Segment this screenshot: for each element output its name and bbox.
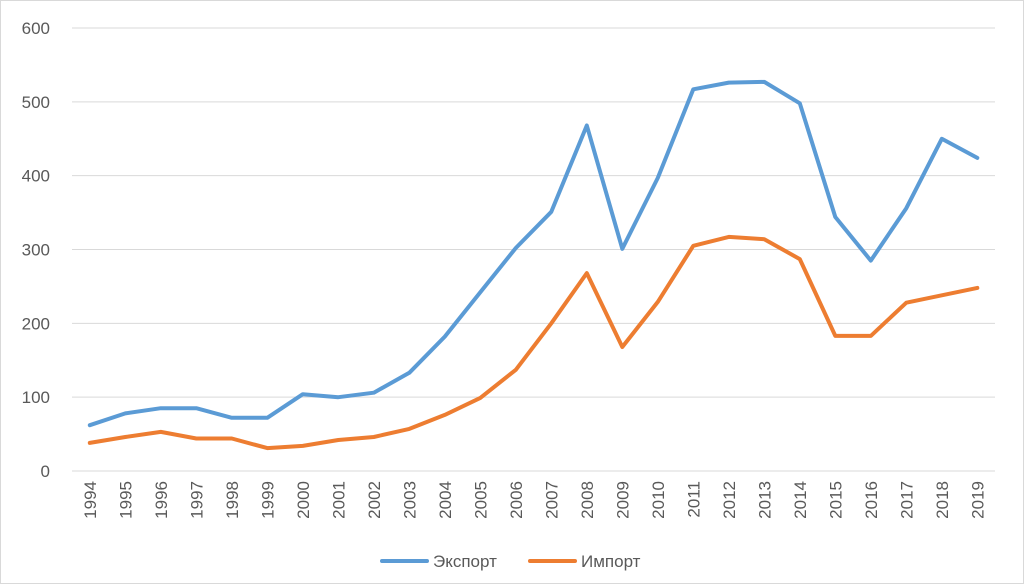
y-tick-label: 500 [22,93,50,112]
data-point [301,444,305,448]
data-point [940,137,944,141]
y-tick-label: 200 [22,314,50,333]
x-tick-label: 2018 [933,481,952,519]
data-point [514,368,518,372]
data-point [372,435,376,439]
data-point [159,406,163,410]
x-tick-label: 2007 [542,481,561,519]
x-tick-label: 2000 [294,481,313,519]
data-point [585,123,589,127]
x-tick-label: 2016 [862,481,881,519]
legend-label: Экспорт [433,552,497,571]
x-tick-label: 2006 [507,481,526,519]
data-point [904,206,908,210]
data-point [940,293,944,297]
x-tick-label: 2014 [791,481,810,519]
data-point [762,80,766,84]
x-tick-label: 2002 [365,481,384,519]
data-point [620,247,624,251]
data-point [869,334,873,338]
x-tick-label: 2019 [968,481,987,519]
data-point [727,81,731,85]
data-point [904,301,908,305]
data-point [549,210,553,214]
data-point [372,391,376,395]
x-tick-label: 2008 [578,481,597,519]
data-point [585,271,589,275]
y-tick-label: 0 [41,462,50,481]
x-tick-label: 1998 [223,481,242,519]
data-point [336,395,340,399]
data-point [443,413,447,417]
data-point [656,176,660,180]
data-point [336,438,340,442]
data-point [301,392,305,396]
x-tick-label: 1997 [187,481,206,519]
legend-label: Импорт [581,552,641,571]
data-point [443,335,447,339]
data-point [265,416,269,420]
x-tick-label: 1999 [258,481,277,519]
data-point [514,246,518,250]
x-tick-label: 2009 [613,481,632,519]
x-tick-label: 1995 [116,481,135,519]
data-point [407,427,411,431]
data-point [656,300,660,304]
data-point [833,215,837,219]
x-tick-label: 2005 [471,481,490,519]
data-point [798,101,802,105]
data-point [123,411,127,415]
x-tick-label: 1996 [152,481,171,519]
data-point [123,435,127,439]
data-point [194,437,198,441]
data-point [869,259,873,263]
data-point [975,156,979,160]
data-point [407,371,411,375]
x-tick-label: 2003 [400,481,419,519]
y-tick-label: 600 [22,19,50,38]
data-point [230,437,234,441]
y-tick-label: 100 [22,388,50,407]
data-point [798,257,802,261]
series-line-export [87,79,980,428]
data-point [762,237,766,241]
data-point [478,290,482,294]
data-point [691,87,695,91]
data-point [88,423,92,427]
series-line-import [87,234,980,451]
x-tick-label: 2004 [436,481,455,519]
data-point [833,334,837,338]
data-point [620,345,624,349]
x-tick-label: 2011 [684,481,703,518]
data-point [549,321,553,325]
y-tick-label: 300 [22,241,50,260]
data-point [265,446,269,450]
data-point [727,235,731,239]
data-point [691,244,695,248]
x-tick-label: 1994 [81,481,100,519]
x-tick-label: 2013 [755,481,774,519]
x-tick-label: 2010 [649,481,668,519]
data-point [230,416,234,420]
data-point [478,396,482,400]
x-tick-label: 2017 [897,481,916,519]
x-tick-label: 2001 [329,481,348,519]
data-point [975,286,979,290]
x-tick-label: 2015 [826,481,845,519]
y-tick-label: 400 [22,167,50,186]
data-point [159,430,163,434]
x-tick-label: 2012 [720,481,739,519]
data-point [88,441,92,445]
data-point [194,406,198,410]
